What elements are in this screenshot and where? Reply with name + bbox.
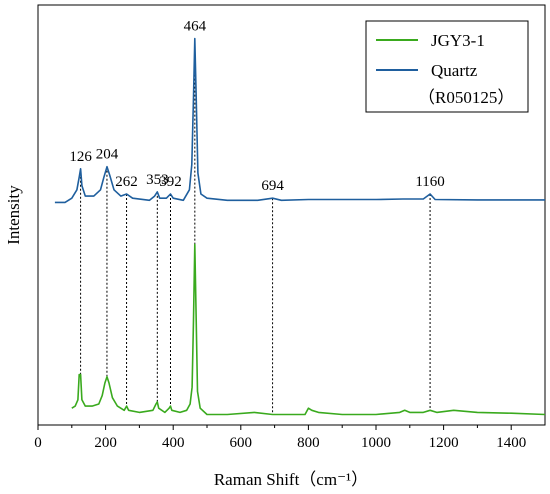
peak-label-694: 694 <box>261 178 284 194</box>
legend-label-quartz: Quartz <box>431 61 478 80</box>
x-tick-label: 0 <box>34 435 42 451</box>
peak-label-353: 353 <box>146 172 169 188</box>
y-axis-title: Intensity <box>4 185 23 245</box>
peak-label-464: 464 <box>184 19 207 35</box>
peak-label-1160: 1160 <box>415 174 444 190</box>
x-tick-label: 800 <box>297 435 320 451</box>
x-axis: 0 200 400 600 800 1000 1200 1400 <box>34 425 526 451</box>
x-tick-label: 600 <box>230 435 253 451</box>
x-axis-title: Raman Shift（cm⁻¹） <box>214 470 368 489</box>
plot-area <box>37 4 546 426</box>
legend-box <box>365 20 529 113</box>
series-line-jgy3-1 <box>71 243 546 416</box>
x-tick-label: 200 <box>94 435 117 451</box>
peak-label-204: 204 <box>96 147 119 163</box>
peak-guide-lines <box>80 38 431 415</box>
legend-label-quartz-id: （R050125） <box>418 88 514 107</box>
legend-label-jgy3-1: JGY3-1 <box>431 31 485 50</box>
peak-label-392: 392 <box>159 174 182 190</box>
legend: JGY3-1 Quartz （R050125） <box>365 20 529 113</box>
x-tick-label: 1200 <box>429 435 459 451</box>
series-line-quartz <box>54 37 545 204</box>
peak-label-126: 126 <box>69 149 92 165</box>
peak-label-262: 262 <box>115 174 138 190</box>
x-tick-label: 1000 <box>361 435 391 451</box>
series-layer <box>54 37 546 416</box>
x-tick-label: 1400 <box>496 435 526 451</box>
x-tick-label: 400 <box>162 435 185 451</box>
plot-frame <box>37 4 546 426</box>
